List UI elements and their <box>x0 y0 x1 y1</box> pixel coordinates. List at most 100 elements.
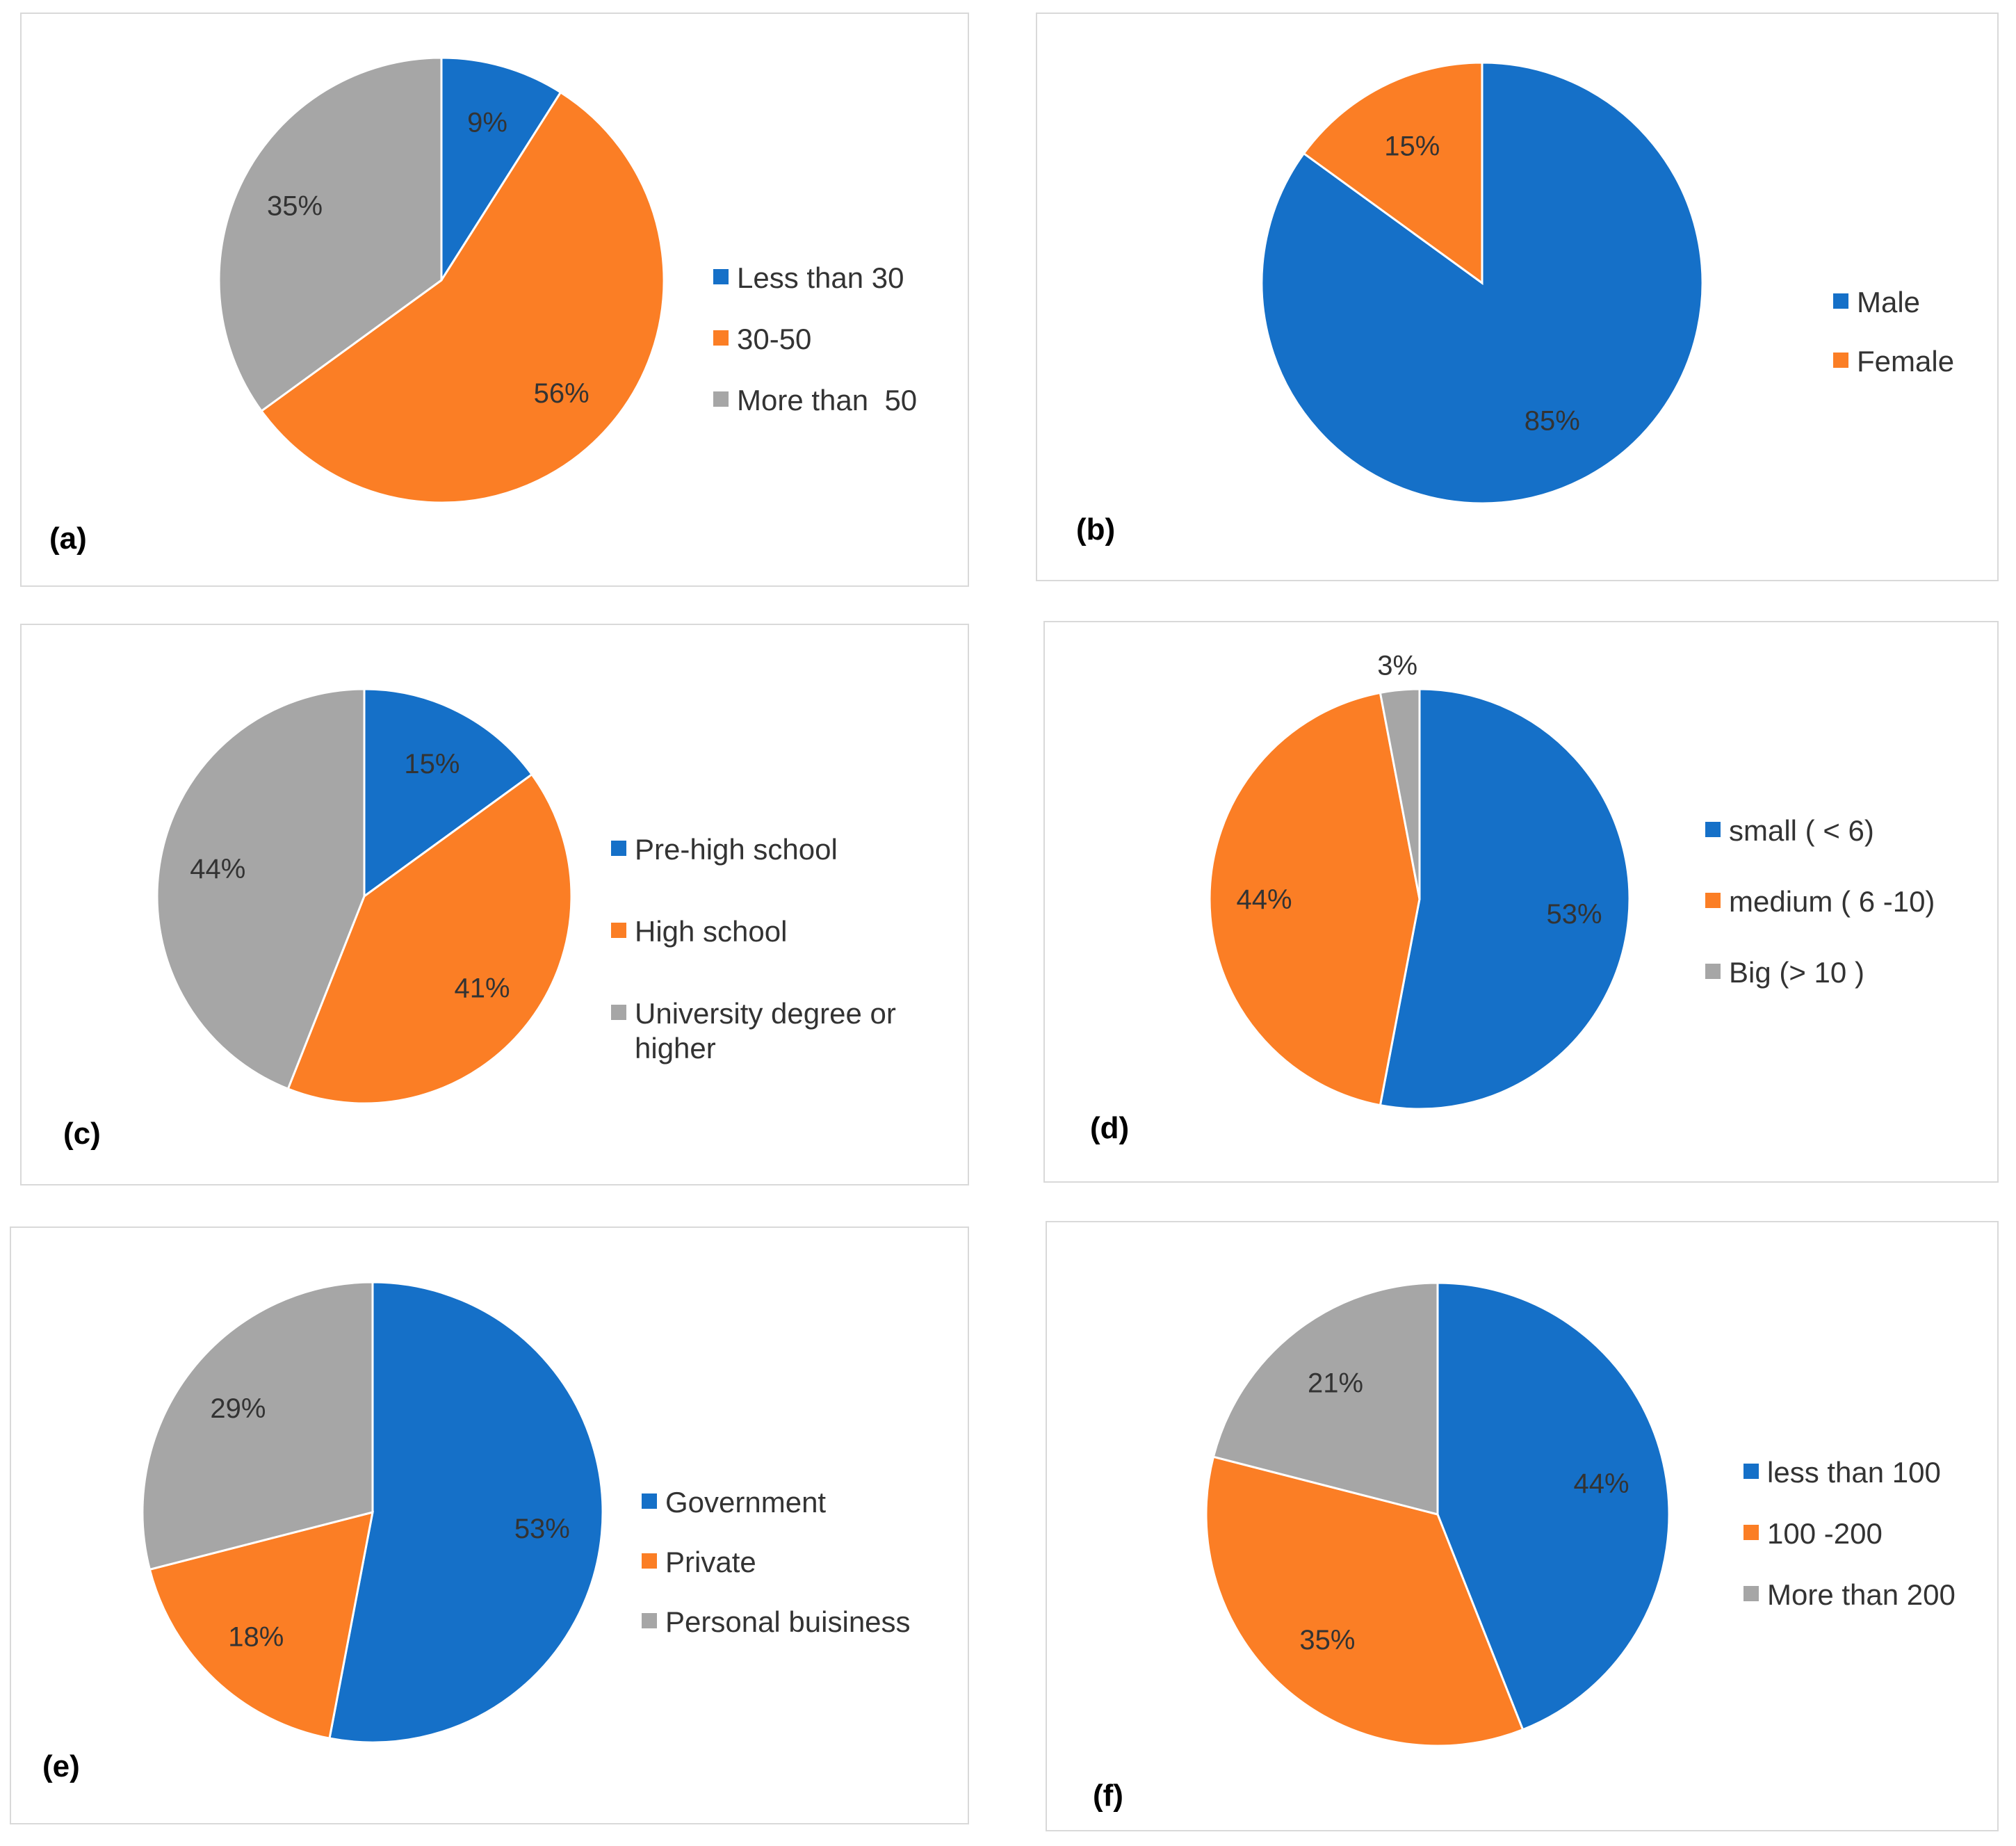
slice-label-a-3: 35% <box>267 191 323 221</box>
slice-label-e-3: 29% <box>210 1393 266 1424</box>
legend-label-b-1: Male <box>1857 286 1921 318</box>
legend-swatch-e-2 <box>642 1553 657 1569</box>
legend-b: Male Female <box>1833 285 1954 379</box>
legend-item-d-1: small ( < 6) <box>1705 813 1935 848</box>
slice-label-c-1: 15% <box>404 749 460 779</box>
legend-item-e-2: Private <box>642 1545 911 1580</box>
legend-item-a-2: 30-50 <box>713 322 917 357</box>
pie-slice-c-3 <box>156 688 366 1091</box>
legend-item-f-3: More than 200 <box>1743 1578 1956 1612</box>
pie-slice-c-2 <box>286 772 573 1105</box>
slice-label-c-2: 41% <box>455 973 510 1004</box>
legend-item-d-2: medium ( 6 -10) <box>1705 884 1935 919</box>
legend-label-f-2: 100 -200 <box>1767 1517 1883 1550</box>
pie-slice-f-2 <box>1205 1455 1525 1747</box>
legend-swatch-a-2 <box>713 330 729 346</box>
panel-label-d: (d) <box>1090 1111 1130 1145</box>
pie-chart-d: 53% 44% 3% <box>1208 651 1631 1110</box>
legend-item-a-1: Less than 30 <box>713 261 917 295</box>
chart-panel-e: 53% 18% 29% Government Private Personal buis… <box>10 1226 969 1824</box>
slice-label-a-2: 56% <box>534 378 590 409</box>
legend-label-a-2: 30-50 <box>737 323 812 355</box>
slice-label-f-3: 21% <box>1308 1368 1363 1399</box>
chart-panel-b: 85% 15% Male Female (b) <box>1036 13 1999 581</box>
legend-label-d-2: medium ( 6 -10) <box>1729 885 1935 918</box>
legend-swatch-e-3 <box>642 1613 657 1628</box>
pie-slice-a-3 <box>218 56 443 413</box>
legend-item-e-1: Government <box>642 1485 911 1520</box>
pie-slice-a-2 <box>260 90 665 504</box>
pie-chart-f: 44% 35% 21% <box>1205 1281 1670 1747</box>
slice-label-d-3: 3% <box>1377 651 1417 681</box>
legend-item-a-3: More than 50 <box>713 383 917 418</box>
legend-swatch-d-3 <box>1705 964 1721 979</box>
legend-swatch-e-1 <box>642 1493 657 1509</box>
legend-item-c-1: Pre-high school <box>611 832 896 867</box>
legend-c: Pre-high school High school University deg… <box>611 832 896 1066</box>
legend-swatch-b-1 <box>1833 293 1848 309</box>
pie-slice-e-3 <box>141 1281 374 1571</box>
legend-a: Less than 30 30-50 More than 50 <box>713 261 917 418</box>
chart-panel-f: 44% 35% 21% less than 100 100 -200 More than… <box>1046 1221 1999 1831</box>
slice-label-b-2: 15% <box>1384 131 1440 161</box>
pie-slice-e-2 <box>148 1510 374 1740</box>
pie-chart-b: 85% 15% <box>1260 61 1704 505</box>
slice-label-d-2: 44% <box>1236 884 1292 915</box>
panel-label-c: (c) <box>63 1117 101 1151</box>
legend-swatch-c-1 <box>611 841 626 856</box>
legend-label-d-3: Big (> 10 ) <box>1729 956 1864 989</box>
slice-label-a-1: 9% <box>467 108 507 138</box>
pie-slice-e-1 <box>328 1281 604 1744</box>
legend-label-c-2: High school <box>635 915 788 948</box>
legend-label-f-3: More than 200 <box>1767 1578 1956 1611</box>
legend-item-d-3: Big (> 10 ) <box>1705 955 1935 990</box>
legend-e: Government Private Personal buisiness <box>642 1485 911 1639</box>
legend-item-b-2: Female <box>1833 344 1954 379</box>
slice-label-d-1: 53% <box>1546 899 1602 930</box>
pie-slice-d-3 <box>1379 688 1421 900</box>
pie-chart-e: 53% 18% 29% <box>141 1281 604 1744</box>
legend-swatch-c-3 <box>611 1005 626 1020</box>
pie-chart-a: 9% 56% 35% <box>218 56 665 504</box>
pie-chart-c: 15% 41% 44% <box>156 688 573 1105</box>
pie-slice-a-1 <box>440 56 562 284</box>
slice-label-c-3: 44% <box>190 854 245 884</box>
legend-label-a-3: More than 50 <box>737 384 918 416</box>
legend-label-c-1: Pre-high school <box>635 833 838 866</box>
slice-label-e-1: 53% <box>514 1514 570 1544</box>
legend-swatch-b-2 <box>1833 353 1848 368</box>
panel-label-f: (f) <box>1093 1779 1123 1813</box>
legend-label-a-1: Less than 30 <box>737 261 904 294</box>
slice-label-e-2: 18% <box>228 1622 284 1653</box>
legend-swatch-c-2 <box>611 923 626 938</box>
legend-f: less than 100 100 -200 More than 200 <box>1743 1455 1956 1612</box>
legend-label-e-1: Government <box>665 1486 827 1519</box>
legend-item-c-3: University degree or higher <box>611 996 896 1066</box>
slice-label-f-1: 44% <box>1573 1468 1629 1499</box>
legend-d: small ( < 6) medium ( 6 -10) Big (> 10 ) <box>1705 813 1935 990</box>
pie-slice-f-3 <box>1212 1281 1439 1516</box>
legend-label-d-1: small ( < 6) <box>1729 814 1874 847</box>
panel-label-e: (e) <box>42 1749 80 1783</box>
pie-slice-c-1 <box>363 688 534 898</box>
legend-swatch-f-2 <box>1743 1525 1759 1540</box>
legend-label-f-1: less than 100 <box>1767 1456 1941 1489</box>
pie-slice-b-2 <box>1302 61 1483 285</box>
legend-item-e-3: Personal buisiness <box>642 1605 911 1639</box>
pie-slice-d-2 <box>1208 691 1421 1107</box>
chart-panel-a: 9% 56% 35% Less than 30 30-50 More than 50 (… <box>20 13 969 587</box>
legend-label-e-3: Personal buisiness <box>665 1605 911 1638</box>
panel-label-a: (a) <box>49 521 87 556</box>
legend-label-b-2: Female <box>1857 345 1955 378</box>
legend-item-c-2: High school <box>611 914 896 949</box>
legend-item-b-1: Male <box>1833 285 1954 320</box>
legend-item-f-2: 100 -200 <box>1743 1516 1956 1551</box>
legend-item-f-1: less than 100 <box>1743 1455 1956 1490</box>
legend-label-c-3: University degree or higher <box>635 997 896 1064</box>
slice-label-b-1: 85% <box>1525 406 1580 437</box>
chart-panel-c: 15% 41% 44% Pre-high school High school Univ… <box>20 624 969 1185</box>
pie-slice-f-1 <box>1436 1281 1670 1731</box>
slice-label-f-2: 35% <box>1299 1625 1355 1655</box>
legend-swatch-f-1 <box>1743 1464 1759 1479</box>
legend-swatch-d-2 <box>1705 893 1721 908</box>
